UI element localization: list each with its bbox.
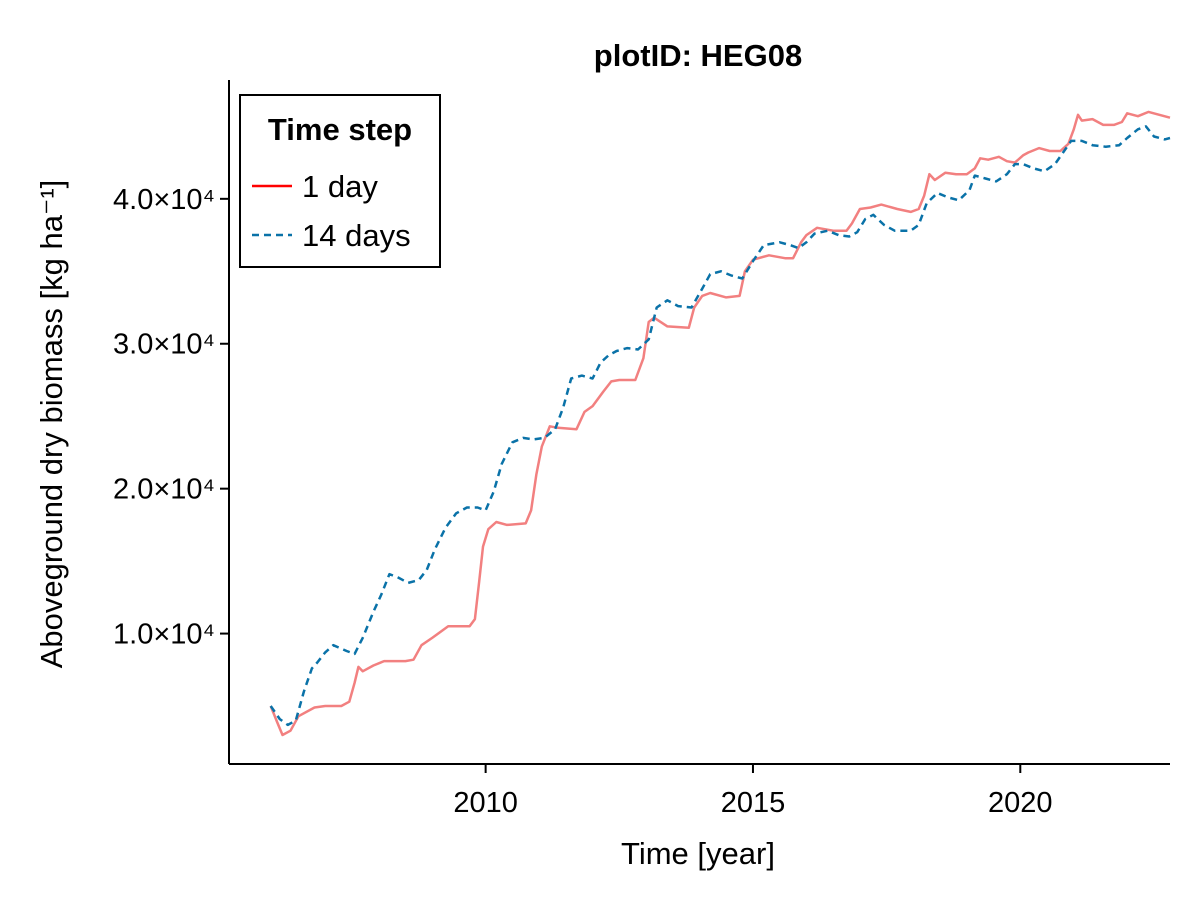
legend-box: [239, 94, 441, 268]
plot-area: 2010 2015 2020 1.0×10⁴ 2.0×10⁴ 3.0×10⁴ 4.0×10…: [113, 80, 1171, 819]
x-axis-label: Time [year]: [621, 836, 775, 871]
legend-label-14-days: 14 days: [302, 218, 411, 253]
x-tick-label-2020: 2020: [988, 787, 1053, 819]
x-tick-label-2015: 2015: [721, 787, 786, 819]
series-lines: [269, 110, 1171, 737]
series-line-14-days: [269, 125, 1171, 727]
legend-label-1-day: 1 day: [302, 169, 378, 204]
x-tick-label-2010: 2010: [453, 787, 518, 819]
y-tick-label-30000: 3.0×10⁴: [113, 329, 215, 361]
chart-title: plotID: HEG08: [594, 38, 802, 73]
y-axis-label: Aboveground dry biomass [kg ha⁻¹]: [34, 180, 69, 669]
y-tick-label-40000: 4.0×10⁴: [113, 184, 215, 216]
y-tick-label-20000: 2.0×10⁴: [113, 474, 215, 506]
x-axis-ticks: 2010 2015 2020: [453, 764, 1053, 819]
y-axis-ticks: 1.0×10⁴ 2.0×10⁴ 3.0×10⁴ 4.0×10⁴: [113, 184, 229, 651]
series-line-1-day: [269, 110, 1171, 737]
legend-title: Time step: [268, 112, 412, 147]
y-tick-label-10000: 1.0×10⁴: [113, 619, 215, 651]
legend: Time step 1 day 14 days: [239, 94, 441, 268]
